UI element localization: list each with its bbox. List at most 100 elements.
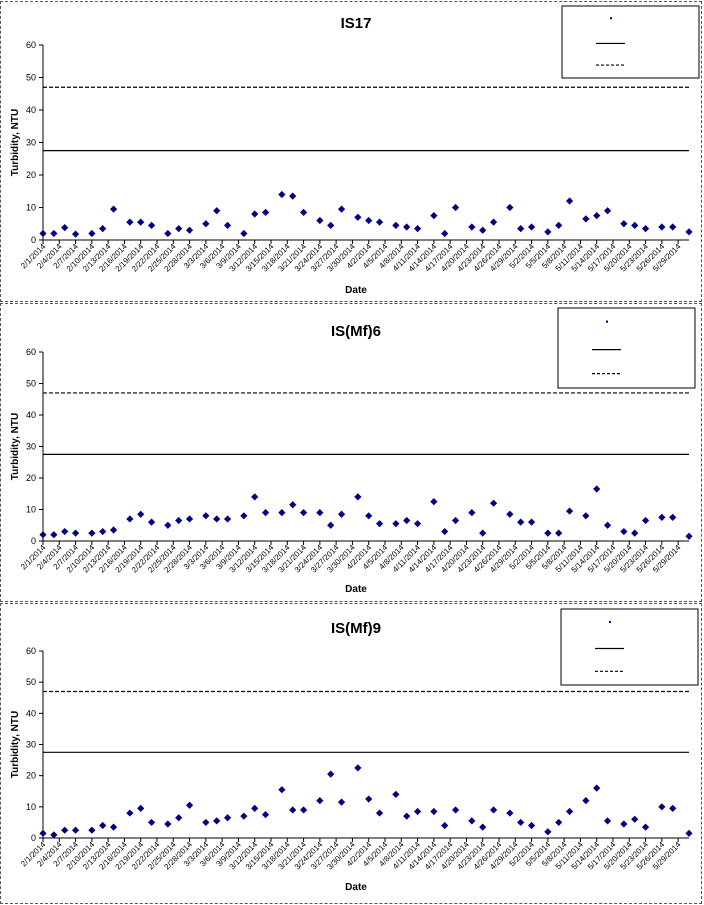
data-point (517, 225, 525, 233)
y-tick-label: 40 (26, 708, 36, 718)
data-point (126, 515, 134, 523)
data-point (582, 797, 590, 805)
data-point (392, 221, 400, 229)
data-point (489, 218, 498, 226)
data-point (468, 817, 476, 825)
data-point (185, 515, 194, 523)
data-point (641, 225, 650, 233)
data-point (555, 221, 563, 229)
data-point (392, 520, 400, 528)
data-point (479, 823, 487, 831)
data-point (316, 216, 324, 225)
data-point (430, 807, 438, 816)
data-point (565, 807, 574, 816)
data-point (565, 507, 574, 515)
data-point (126, 218, 134, 226)
data-point (517, 818, 525, 827)
data-point (555, 529, 563, 537)
y-tick-label: 60 (26, 646, 36, 656)
data-point (451, 806, 460, 814)
data-point (337, 205, 346, 213)
data-point (99, 821, 107, 830)
y-tick-label: 30 (26, 740, 36, 750)
data-point (375, 520, 384, 528)
data-point (489, 499, 498, 507)
data-point (413, 807, 422, 816)
data-point (251, 493, 259, 501)
data-point (299, 208, 308, 216)
y-tick-label: 60 (26, 347, 36, 357)
data-point (544, 529, 552, 537)
data-point (337, 510, 346, 518)
data-point (658, 223, 666, 231)
data-point (109, 205, 118, 213)
y-tick-label: 40 (26, 105, 36, 115)
data-point (641, 516, 650, 525)
data-point (669, 804, 677, 812)
data-point (278, 190, 286, 199)
data-point (240, 512, 248, 520)
chart-panel-ismf9: IS(Mf)9 0 10 20 30 40 50 60 Turbidity, NTU 2/1/20… (0, 603, 702, 904)
data-point (202, 220, 210, 228)
data-point (299, 509, 308, 517)
data-point (251, 804, 259, 812)
data-point (289, 192, 297, 200)
data-point (137, 218, 145, 226)
data-point (88, 529, 96, 537)
data-point (669, 513, 677, 521)
data-point (479, 529, 487, 537)
data-point (327, 770, 335, 778)
data-point (164, 229, 172, 238)
data-point (365, 795, 373, 803)
data-point (413, 225, 422, 233)
data-point (88, 826, 96, 834)
data-point (261, 208, 270, 216)
x-axis-label: Date (345, 584, 367, 595)
data-point (375, 218, 384, 226)
data-point (39, 229, 47, 238)
data-point (164, 820, 172, 828)
data-point (223, 221, 232, 229)
data-point (354, 493, 362, 501)
data-point (403, 516, 411, 525)
data-point (527, 518, 536, 526)
data-point (413, 520, 422, 528)
y-tick-label: 10 (26, 203, 36, 213)
y-tick-label: 0 (31, 536, 36, 546)
data-point (289, 501, 297, 509)
data-point (147, 518, 156, 526)
x-axis-label: Date (345, 882, 367, 893)
data-point (620, 820, 628, 828)
data-point (137, 804, 145, 812)
data-point (468, 509, 476, 517)
data-point (202, 512, 210, 520)
data-point (185, 801, 194, 809)
legend-marker-data (609, 620, 611, 623)
data-point (685, 532, 693, 540)
data-point (213, 515, 221, 523)
legend-box (561, 5, 700, 79)
chart-title: IS17 (341, 15, 372, 32)
data-point (327, 221, 335, 229)
data-point (593, 784, 601, 792)
data-point (582, 512, 590, 520)
chart-title: IS(Mf)6 (331, 323, 381, 340)
data-point (175, 516, 183, 525)
data-point (527, 223, 536, 231)
data-point (99, 225, 107, 233)
y-axis-label: Turbidity, NTU (10, 109, 21, 176)
data-point (527, 821, 536, 830)
data-point (392, 790, 400, 798)
data-point (603, 207, 612, 215)
data-point (289, 806, 297, 814)
y-tick-label: 20 (26, 170, 36, 180)
data-point (365, 216, 373, 225)
data-point (565, 197, 574, 205)
data-point (50, 531, 58, 539)
data-point (71, 230, 80, 238)
data-point (603, 817, 612, 825)
data-point (137, 510, 145, 518)
data-point (109, 823, 118, 831)
